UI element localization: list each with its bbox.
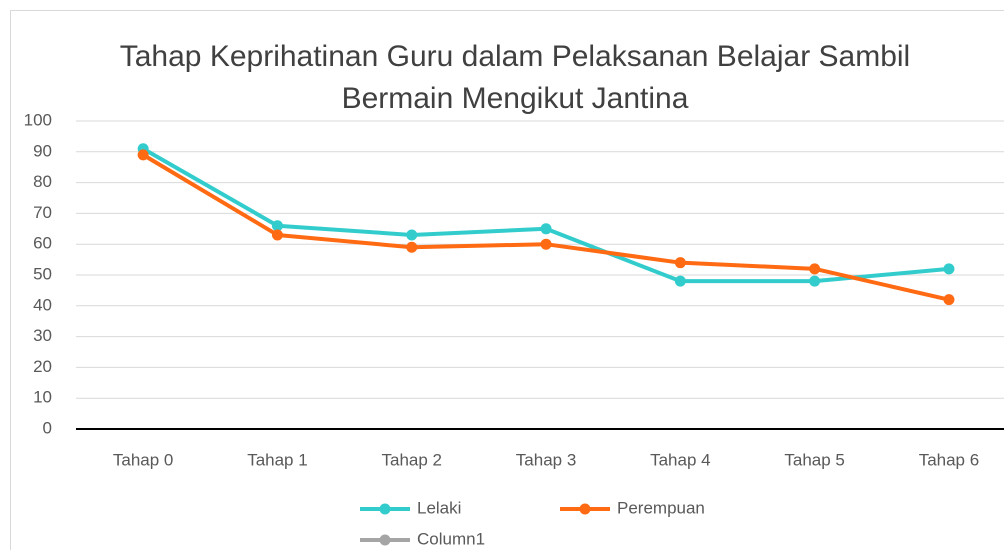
y-tick-label: 60 [33, 234, 52, 253]
data-point [271, 220, 283, 232]
legend-label: Column1 [417, 529, 485, 548]
x-tick-label: Tahap 5 [784, 450, 845, 469]
y-tick-label: 70 [33, 203, 52, 222]
data-point [540, 238, 552, 250]
data-point [406, 229, 418, 241]
y-tick-label: 20 [33, 357, 52, 376]
x-tick-label: Tahap 1 [247, 450, 308, 469]
data-point [137, 149, 149, 161]
x-tick-label: Tahap 0 [113, 450, 174, 469]
data-point [943, 294, 955, 306]
legend-marker [379, 534, 391, 546]
data-point [540, 223, 552, 235]
y-tick-label: 90 [33, 141, 52, 160]
legend-marker [579, 503, 591, 515]
chart-border [10, 10, 1004, 550]
data-point [674, 257, 686, 269]
y-tick-label: 40 [33, 295, 52, 314]
x-tick-label: Tahap 4 [650, 450, 711, 469]
data-point [943, 263, 955, 275]
series-line [142, 146, 950, 284]
data-point [674, 275, 686, 287]
y-tick-label: 30 [33, 326, 52, 345]
y-tick-label: 10 [33, 388, 52, 407]
y-tick-label: 80 [33, 172, 52, 191]
y-tick-label: 100 [24, 110, 52, 129]
legend-label: Lelaki [417, 498, 461, 517]
x-tick-label: Tahap 3 [516, 450, 577, 469]
legend-marker [379, 503, 391, 515]
chart-title: Tahap Keprihatinan Guru dalam Pelaksanan… [119, 40, 911, 115]
data-point [809, 275, 821, 287]
legend-label: Perempuan [617, 498, 705, 517]
y-tick-label: 50 [33, 264, 52, 283]
y-tick-label: 0 [43, 418, 52, 437]
x-tick-label: Tahap 2 [382, 450, 443, 469]
data-point [809, 263, 821, 275]
data-point [271, 229, 283, 241]
data-point [406, 241, 418, 253]
x-tick-label: Tahap 6 [919, 450, 980, 469]
